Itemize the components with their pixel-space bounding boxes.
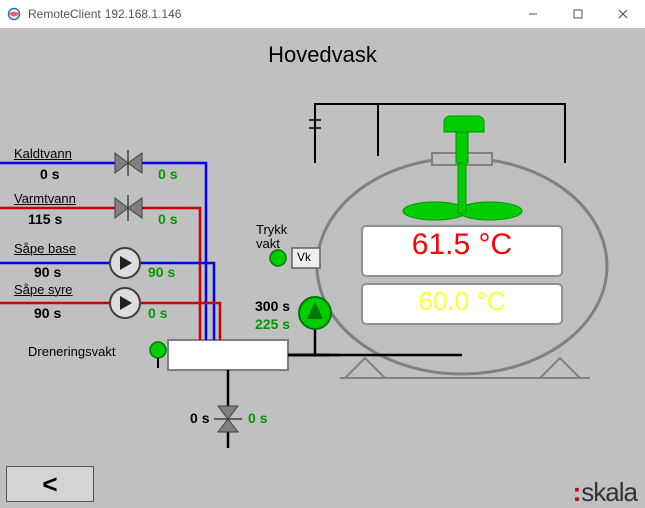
logo-text: skala — [581, 477, 637, 507]
pipe-sapebase — [0, 263, 214, 340]
kaldtvann-label: Kaldtvann — [14, 146, 72, 161]
pump-sapebase-icon — [110, 248, 140, 278]
drain-label: Dreneringsvakt — [28, 344, 115, 359]
brand-logo: :skala — [573, 477, 637, 508]
drain-valve-on-time: 0 s — [190, 410, 209, 426]
window-title-address: 192.168.1.146 — [105, 7, 182, 21]
impeller-blade-icon — [458, 202, 522, 220]
kaldtvann-off-time: 0 s — [158, 166, 177, 182]
temp-setpoint: 60.0 °C — [362, 286, 562, 317]
manifold-box — [168, 340, 288, 370]
varmtvann-label: Varmtvann — [14, 191, 76, 206]
app-window: RemoteClient 192.168.1.146 Hovedvask — [0, 0, 645, 508]
pipe-sapesyre — [0, 303, 220, 340]
pressure-switch-icon — [270, 250, 286, 266]
titlebar: RemoteClient 192.168.1.146 — [0, 0, 645, 29]
impeller-blade-icon — [403, 202, 467, 220]
window-maximize-button[interactable] — [555, 0, 600, 28]
valve-varmtvann-icon — [115, 195, 142, 221]
process-diagram — [0, 28, 645, 508]
sapebase-label: Såpe base — [14, 241, 76, 256]
varmtvann-on-time: 115 s — [28, 211, 62, 227]
page-title: Hovedvask — [0, 42, 645, 68]
back-button[interactable]: < — [6, 466, 94, 502]
app-icon — [6, 6, 22, 22]
logo-dots-icon: : — [573, 477, 580, 507]
valve-kaldtvann-icon — [115, 150, 142, 176]
sapesyre-on-time: 90 s — [34, 305, 61, 321]
client-area: Hovedvask — [0, 28, 645, 508]
circulation-pump-icon — [299, 297, 331, 329]
drain-sensor-icon — [150, 342, 166, 358]
pump-off-time: 225 s — [255, 316, 290, 332]
window-title-prefix: RemoteClient — [28, 7, 101, 21]
window-close-button[interactable] — [600, 0, 645, 28]
sapesyre-label: Såpe syre — [14, 282, 73, 297]
drain-valve-off-time: 0 s — [248, 410, 267, 426]
pump-sapesyre-icon — [110, 288, 140, 318]
varmtvann-off-time: 0 s — [158, 211, 177, 227]
return-pipes — [309, 104, 565, 163]
agitator-motor-icon — [444, 116, 484, 132]
window-minimize-button[interactable] — [510, 0, 555, 28]
pipe-tank-outlet — [288, 355, 462, 373]
sapebase-off-time: 90 s — [148, 264, 175, 280]
valve-drain-icon — [214, 406, 242, 432]
temp-actual: 61.5 °C — [362, 228, 562, 262]
pipe-to-pump — [288, 318, 315, 355]
pressure-switch-label: Trykk vakt — [256, 223, 287, 252]
kaldtvann-on-time: 0 s — [40, 166, 59, 182]
sapebase-on-time: 90 s — [34, 264, 61, 280]
pump-on-time: 300 s — [255, 298, 290, 314]
sapesyre-off-time: 0 s — [148, 305, 167, 321]
back-button-label: < — [42, 469, 57, 500]
vk-button[interactable]: Vk — [297, 250, 311, 264]
